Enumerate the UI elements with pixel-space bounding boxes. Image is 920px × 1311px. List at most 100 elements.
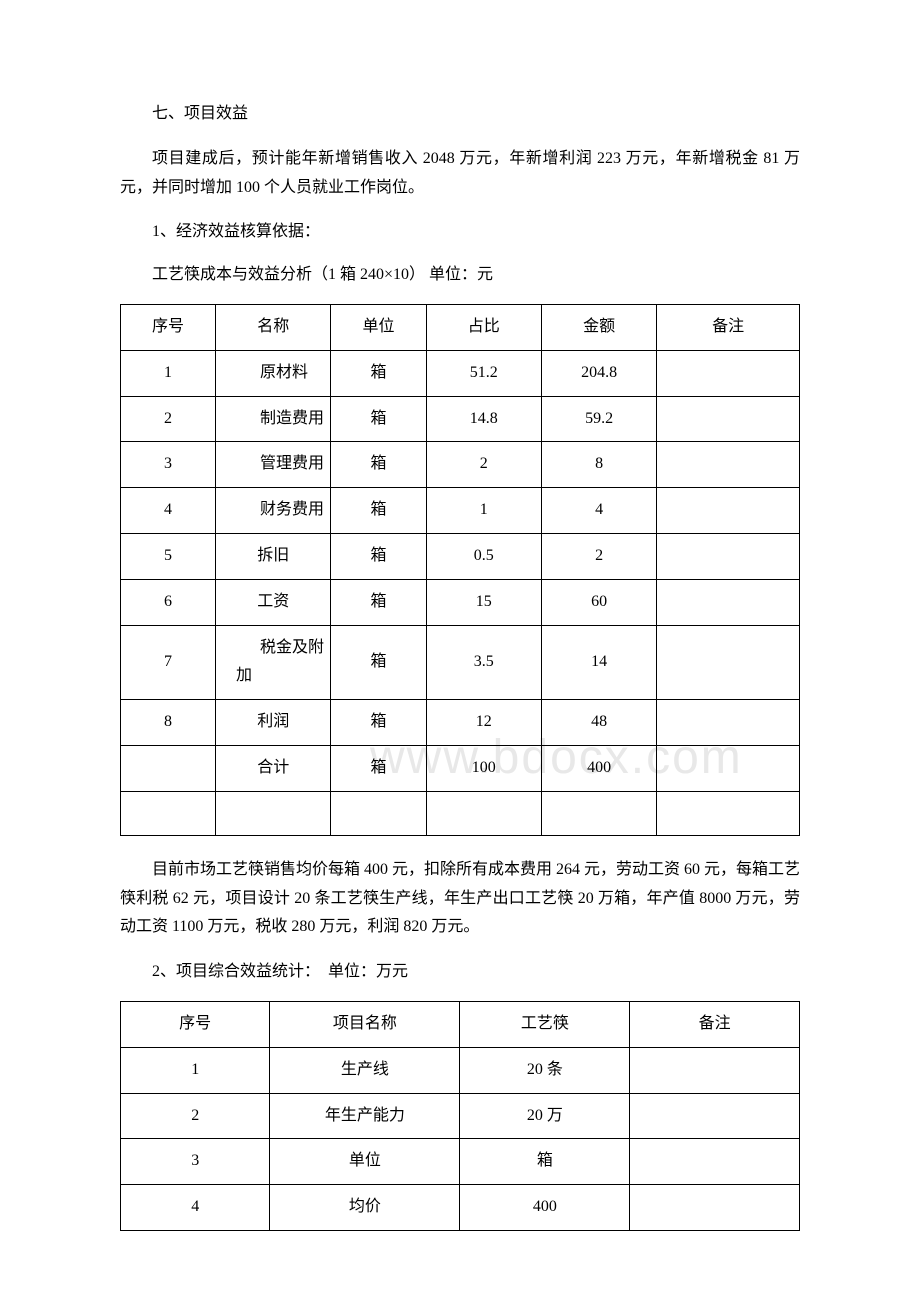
table-cell: 2	[121, 396, 216, 442]
table-cell: 14.8	[426, 396, 541, 442]
table-cell: 4	[121, 1185, 270, 1231]
table-cell: 48	[541, 700, 656, 746]
table-cell: 6	[121, 579, 216, 625]
table-row: 合计箱100400	[121, 745, 800, 791]
table-cell	[657, 791, 800, 835]
table-cell	[657, 442, 800, 488]
benefit-summary-table: 序号项目名称工艺筷备注1生产线20 条2年生产能力20 万3单位箱4均价400	[120, 1001, 800, 1231]
table-cell: 原材料	[216, 350, 331, 396]
table-cell: 箱	[331, 625, 426, 700]
table-cell: 利润	[216, 700, 331, 746]
table-row: 3管理费用箱28	[121, 442, 800, 488]
table-cell: 2	[541, 533, 656, 579]
table-cell	[630, 1185, 800, 1231]
table-cell: 生产线	[270, 1047, 460, 1093]
table-cell: 箱	[331, 579, 426, 625]
table-cell: 拆旧	[216, 533, 331, 579]
table-cell: 204.8	[541, 350, 656, 396]
table-cell: 箱	[331, 700, 426, 746]
table-cell	[657, 700, 800, 746]
table-header-cell: 工艺筷	[460, 1001, 630, 1047]
table-cell	[541, 791, 656, 835]
table-header-cell: 序号	[121, 1001, 270, 1047]
table-cell: 工资	[216, 579, 331, 625]
table-cell: 箱	[331, 533, 426, 579]
table-cell: 15	[426, 579, 541, 625]
table-row: 2年生产能力20 万	[121, 1093, 800, 1139]
table-cell	[657, 745, 800, 791]
table-cell: 3.5	[426, 625, 541, 700]
table-row: 7税金及附加箱3.514	[121, 625, 800, 700]
table-cell: 0.5	[426, 533, 541, 579]
table-cell	[657, 579, 800, 625]
intro-paragraph: 项目建成后，预计能年新增销售收入 2048 万元，年新增利润 223 万元，年新…	[120, 145, 800, 203]
table-header-cell: 名称	[216, 304, 331, 350]
table-row: 4均价400	[121, 1185, 800, 1231]
table-header-cell: 序号	[121, 304, 216, 350]
table-cell	[657, 396, 800, 442]
table-row: 4财务费用箱14	[121, 488, 800, 534]
table-cell	[216, 791, 331, 835]
table-cell: 箱	[331, 442, 426, 488]
table-cell	[426, 791, 541, 835]
table-cell: 箱	[331, 745, 426, 791]
table-row: 1原材料箱51.2204.8	[121, 350, 800, 396]
table-cell	[121, 791, 216, 835]
table-cell: 税金及附加	[216, 625, 331, 700]
table-cell: 单位	[270, 1139, 460, 1185]
table-row: 3单位箱	[121, 1139, 800, 1185]
table-header-cell: 项目名称	[270, 1001, 460, 1047]
table-cell: 400	[460, 1185, 630, 1231]
table-cell: 5	[121, 533, 216, 579]
table-cell: 3	[121, 442, 216, 488]
table-cell	[331, 791, 426, 835]
table-cell: 箱	[460, 1139, 630, 1185]
table-row: 2制造费用箱14.859.2	[121, 396, 800, 442]
table-cell	[630, 1093, 800, 1139]
middle-paragraph: 目前市场工艺筷销售均价每箱 400 元，扣除所有成本费用 264 元，劳动工资 …	[120, 856, 800, 942]
sub1-title: 1、经济效益核算依据：	[120, 218, 800, 247]
section-title: 七、项目效益	[120, 100, 800, 129]
table-cell: 箱	[331, 488, 426, 534]
table-cell: 4	[121, 488, 216, 534]
table-cell: 1	[121, 350, 216, 396]
table-header-cell: 占比	[426, 304, 541, 350]
table-cell: 8	[121, 700, 216, 746]
table-cell	[630, 1139, 800, 1185]
cost-analysis-table: 序号名称单位占比金额备注1原材料箱51.2204.82制造费用箱14.859.2…	[120, 304, 800, 836]
table-header-row: 序号项目名称工艺筷备注	[121, 1001, 800, 1047]
table-cell: 100	[426, 745, 541, 791]
table-cell: 7	[121, 625, 216, 700]
table-cell: 2	[426, 442, 541, 488]
table-cell: 均价	[270, 1185, 460, 1231]
table-cell: 12	[426, 700, 541, 746]
table-cell: 财务费用	[216, 488, 331, 534]
table-cell: 年生产能力	[270, 1093, 460, 1139]
table-header-cell: 备注	[657, 304, 800, 350]
table-cell: 20 条	[460, 1047, 630, 1093]
table-cell: 1	[121, 1047, 270, 1093]
table-row: 1生产线20 条	[121, 1047, 800, 1093]
table-cell	[657, 488, 800, 534]
table-cell: 60	[541, 579, 656, 625]
table-cell: 8	[541, 442, 656, 488]
table-header-cell: 备注	[630, 1001, 800, 1047]
table-row	[121, 791, 800, 835]
table-cell: 3	[121, 1139, 270, 1185]
table-cell	[630, 1047, 800, 1093]
table1-caption: 工艺筷成本与效益分析（1 箱 240×10） 单位：元	[120, 261, 800, 290]
table-row: 6工资箱1560	[121, 579, 800, 625]
sub2-title: 2、项目综合效益统计： 单位：万元	[120, 958, 800, 987]
table-header-row: 序号名称单位占比金额备注	[121, 304, 800, 350]
table-cell: 51.2	[426, 350, 541, 396]
table-cell: 14	[541, 625, 656, 700]
table-cell: 1	[426, 488, 541, 534]
table-cell: 59.2	[541, 396, 656, 442]
table-cell: 箱	[331, 350, 426, 396]
table-row: 5拆旧箱0.52	[121, 533, 800, 579]
table-cell: 20 万	[460, 1093, 630, 1139]
table-cell: 制造费用	[216, 396, 331, 442]
table-header-cell: 金额	[541, 304, 656, 350]
table-cell	[657, 350, 800, 396]
table-cell: 2	[121, 1093, 270, 1139]
